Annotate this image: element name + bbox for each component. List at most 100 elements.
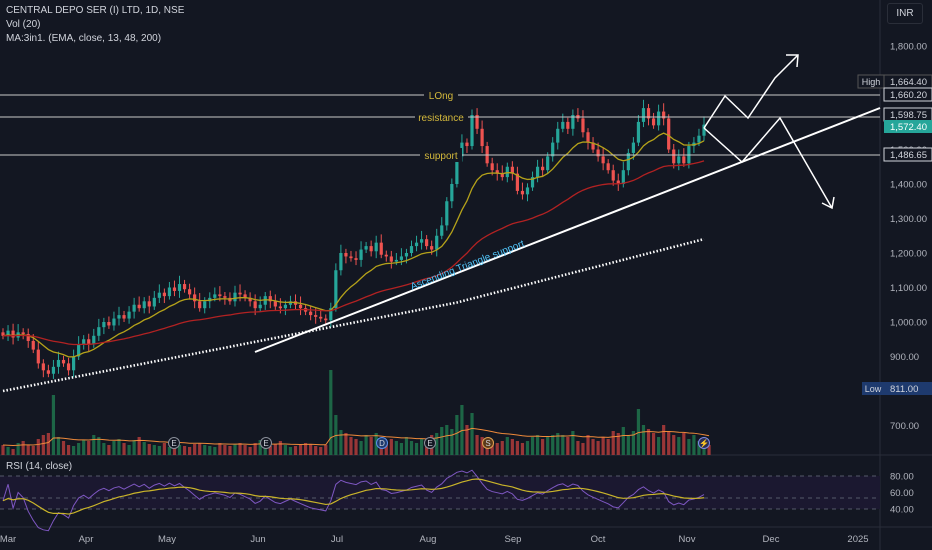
volume-bar [621, 427, 625, 455]
candle-body [92, 335, 96, 345]
volume-bar [142, 442, 146, 455]
price-tick-label: 1,000.00 [890, 318, 927, 329]
candle-body [631, 142, 635, 153]
candle-body [243, 294, 247, 298]
lightning-marker-icon[interactable] [698, 437, 710, 449]
volume-bar [646, 429, 651, 455]
candle-body [31, 340, 35, 350]
candle-body [535, 166, 540, 178]
volume-bar [36, 439, 40, 455]
candle-body [107, 322, 111, 326]
candle-body [551, 142, 555, 157]
resistance-label-bg [415, 110, 468, 124]
dividend-marker-icon[interactable] [376, 437, 388, 449]
volume-bar [611, 431, 615, 455]
ema48-line [2, 160, 705, 346]
candle-body [556, 128, 560, 143]
upside-projection-path[interactable] [703, 54, 799, 129]
candle-body [445, 201, 449, 226]
candle-body [127, 311, 131, 319]
candle-body [162, 292, 166, 297]
candle-body [541, 166, 545, 171]
volume-bar [414, 443, 419, 455]
volume-bar [1, 445, 5, 455]
downside-projection-path[interactable] [703, 116, 833, 209]
volume-bar [460, 405, 464, 455]
candle-body [329, 308, 333, 321]
candle-body [142, 301, 146, 309]
candle-body [349, 256, 353, 259]
volume-bar [21, 441, 25, 455]
volume-bar [243, 445, 247, 455]
time-axis-labels[interactable]: Mar Apr May Jun Jul Aug Sep Oct Nov Dec 2025 [0, 534, 869, 545]
volume-bar [389, 439, 393, 455]
high-tag-value: 1,664.40 [890, 77, 927, 88]
candle-body [213, 294, 217, 298]
candle-body [51, 366, 56, 374]
candle-body [193, 294, 197, 302]
volume-bar [238, 443, 242, 455]
support-label-bg [420, 148, 462, 162]
volume-bar [117, 439, 121, 455]
volume-bar [157, 446, 161, 455]
candle-body [26, 334, 30, 341]
price-tick-label: 1,100.00 [890, 283, 927, 294]
candle-body [21, 332, 25, 335]
time-tick-label: Jun [250, 534, 265, 545]
candle-body [11, 330, 15, 338]
volume-bar [26, 445, 30, 455]
volume-bar [606, 439, 610, 455]
volume-bar [324, 445, 328, 455]
high-tag-label: High [862, 77, 881, 87]
candle-body [46, 370, 50, 374]
volume-bar [187, 447, 192, 455]
ema-lines [2, 132, 705, 358]
earnings-marker-icon[interactable] [424, 437, 436, 449]
candle-body [172, 287, 177, 291]
candle-body [253, 301, 257, 309]
upside-arrow-head-icon [786, 54, 799, 68]
price-tick-label: 1,200.00 [890, 249, 927, 260]
volume-bar [692, 435, 696, 455]
volume-bar [132, 440, 136, 455]
candle-body [77, 344, 81, 357]
candle-body [379, 242, 383, 255]
volume-bar [248, 447, 252, 455]
split-marker-icon[interactable] [482, 437, 494, 449]
candle-body [344, 253, 348, 257]
volume-bar [465, 425, 469, 455]
earnings-marker-icon[interactable] [168, 437, 180, 449]
volume-bar [354, 439, 358, 455]
candle-body [465, 142, 469, 147]
candle-body [72, 356, 76, 371]
volume-bar [682, 433, 686, 455]
volume-bar [566, 437, 570, 455]
earnings-marker-icon[interactable] [260, 437, 272, 449]
volume-bar [581, 443, 585, 455]
candle-body [102, 322, 106, 328]
event-markers[interactable]: E E D E S ⚡ [168, 437, 710, 449]
volume-bar [636, 409, 641, 455]
long-label-bg [424, 88, 458, 102]
ema200-dotted-line [2, 237, 705, 393]
volume-bar [293, 446, 298, 455]
candle-body [369, 246, 373, 252]
rsi-tick-label: 40.00 [890, 505, 914, 516]
volume-bar [535, 435, 540, 455]
candle-body [324, 318, 328, 321]
candle-body [132, 304, 136, 312]
volume-bar [66, 445, 71, 455]
price-tick-label: 1,300.00 [890, 214, 927, 225]
candle-body [586, 132, 590, 143]
volume-bar [596, 441, 600, 455]
volume-bar [480, 437, 484, 455]
volume-bar [455, 415, 459, 455]
lightning-marker-glyph: ⚡ [699, 438, 709, 448]
candle-body [122, 315, 126, 319]
currency-button[interactable]: INR [887, 3, 923, 24]
volume-bar [41, 435, 45, 455]
ema13-line [2, 132, 705, 358]
price-tick-label: 1,400.00 [890, 180, 927, 191]
ascending-trendline[interactable] [254, 107, 881, 353]
